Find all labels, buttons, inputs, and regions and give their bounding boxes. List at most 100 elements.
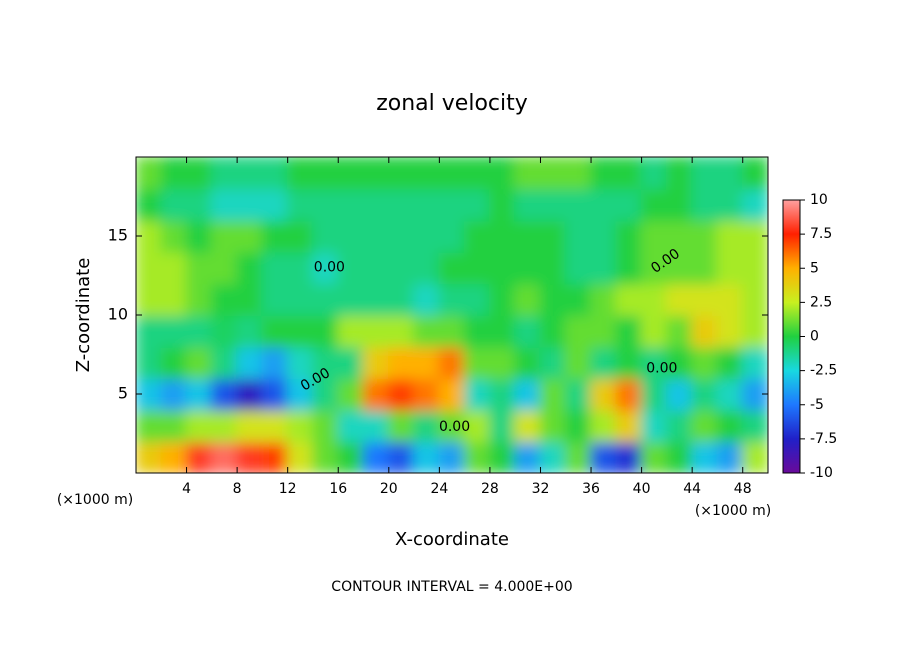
heatmap-cell bbox=[311, 345, 340, 380]
heatmap-cell bbox=[185, 314, 213, 348]
x-axis-label: X-coordinate bbox=[395, 529, 509, 550]
heatmap-cell bbox=[539, 187, 567, 222]
heatmap-cell bbox=[741, 440, 768, 473]
heatmap-cell bbox=[640, 377, 668, 411]
colorbar-tick-label: -2.5 bbox=[810, 363, 837, 379]
heatmap-cell bbox=[236, 440, 264, 473]
heatmap-cell bbox=[413, 157, 441, 190]
heatmap-cell bbox=[590, 408, 618, 443]
heatmap-cell bbox=[488, 250, 517, 285]
heatmap-cell bbox=[590, 187, 618, 222]
heatmap-cell bbox=[337, 314, 365, 348]
heatmap-cell bbox=[691, 408, 719, 443]
heatmap-cell bbox=[337, 219, 365, 253]
heatmap-cell bbox=[286, 187, 314, 222]
heatmap-cell bbox=[261, 440, 289, 473]
heatmap-cell bbox=[160, 345, 188, 380]
heatmap-cell bbox=[488, 377, 517, 411]
heatmap-cell bbox=[210, 250, 239, 285]
heatmap-cell bbox=[286, 345, 314, 380]
heatmap-cell bbox=[286, 408, 314, 443]
heatmap-cell bbox=[160, 157, 188, 190]
heatmap-cell bbox=[261, 157, 289, 190]
heatmap-cell bbox=[311, 282, 340, 316]
heatmap-cell bbox=[615, 314, 643, 348]
heatmap-cell bbox=[590, 377, 618, 411]
heatmap-cell bbox=[716, 250, 744, 285]
chart-title: zonal velocity bbox=[376, 91, 528, 116]
heatmap-cell bbox=[261, 345, 289, 380]
heatmap-cell bbox=[160, 377, 188, 411]
heatmap-cell bbox=[564, 282, 593, 316]
heatmap-cell bbox=[185, 408, 213, 443]
heatmap-cell bbox=[741, 408, 768, 443]
heatmap-cell bbox=[488, 440, 517, 473]
footer-note: CONTOUR INTERVAL = 4.000E+00 bbox=[331, 579, 572, 595]
heatmap-cell bbox=[691, 250, 719, 285]
y-unit-label: (×1000 m) bbox=[57, 492, 133, 508]
heatmap-cell bbox=[210, 187, 239, 222]
heatmap-cell bbox=[438, 440, 466, 473]
heatmap-cell bbox=[311, 440, 340, 473]
heatmap-cell bbox=[413, 345, 441, 380]
heatmap-cell bbox=[488, 157, 517, 190]
colorbar-tick-label: 5 bbox=[810, 260, 819, 276]
heatmap-cell bbox=[387, 314, 416, 348]
heatmap-cell bbox=[387, 219, 416, 253]
heatmap-cell bbox=[311, 377, 340, 411]
heatmap-cell bbox=[387, 377, 416, 411]
heatmap-cell bbox=[286, 282, 314, 316]
heatmap-cell bbox=[387, 408, 416, 443]
heatmap-cell bbox=[387, 250, 416, 285]
heatmap-cell bbox=[236, 187, 264, 222]
x-tick-label: 32 bbox=[532, 481, 550, 497]
heatmap-cell bbox=[514, 219, 542, 253]
heatmap-cell bbox=[413, 377, 441, 411]
heatmap-cell bbox=[564, 157, 593, 190]
heatmap-cell bbox=[286, 440, 314, 473]
heatmap-cell bbox=[615, 345, 643, 380]
heatmap-cell bbox=[136, 187, 163, 222]
heatmap-cell bbox=[337, 377, 365, 411]
heatmap-cell bbox=[564, 314, 593, 348]
heatmap-cell bbox=[362, 440, 390, 473]
heatmap-cell bbox=[665, 282, 694, 316]
heatmap-cell bbox=[362, 377, 390, 411]
heatmap-cell bbox=[236, 377, 264, 411]
colorbar bbox=[782, 199, 801, 474]
heatmap-cell bbox=[615, 440, 643, 473]
heatmap-cell bbox=[564, 408, 593, 443]
x-tick-label: 16 bbox=[329, 481, 347, 497]
heatmap-cell bbox=[311, 314, 340, 348]
heatmap-cell bbox=[136, 157, 163, 190]
y-axis-label: Z-coordinate bbox=[73, 258, 94, 373]
heatmap-cell bbox=[514, 250, 542, 285]
heatmap-cell bbox=[136, 345, 163, 380]
heatmap-cell bbox=[362, 408, 390, 443]
heatmap-cell bbox=[615, 282, 643, 316]
x-tick-label: 40 bbox=[633, 481, 651, 497]
heatmap-cell bbox=[514, 377, 542, 411]
heatmap-cell bbox=[413, 440, 441, 473]
heatmap-cell bbox=[413, 408, 441, 443]
heatmap-cell bbox=[413, 314, 441, 348]
heatmap-cell bbox=[590, 282, 618, 316]
heatmap-cell bbox=[413, 250, 441, 285]
heatmap-cell bbox=[210, 157, 239, 190]
heatmap-cell bbox=[337, 408, 365, 443]
heatmap-cell bbox=[337, 282, 365, 316]
heatmap-cell bbox=[716, 157, 744, 190]
heatmap-cell bbox=[691, 440, 719, 473]
heatmap-cell bbox=[362, 345, 390, 380]
heatmap-cell bbox=[539, 408, 567, 443]
heatmap-cell bbox=[185, 157, 213, 190]
y-tick-label: 10 bbox=[108, 305, 128, 324]
heatmap-cell bbox=[564, 345, 593, 380]
heatmap-cell bbox=[438, 314, 466, 348]
heatmap-cell bbox=[311, 219, 340, 253]
heatmap-cell bbox=[185, 377, 213, 411]
heatmap-cell bbox=[387, 282, 416, 316]
heatmap-cell bbox=[463, 314, 491, 348]
heatmap-cell bbox=[514, 345, 542, 380]
